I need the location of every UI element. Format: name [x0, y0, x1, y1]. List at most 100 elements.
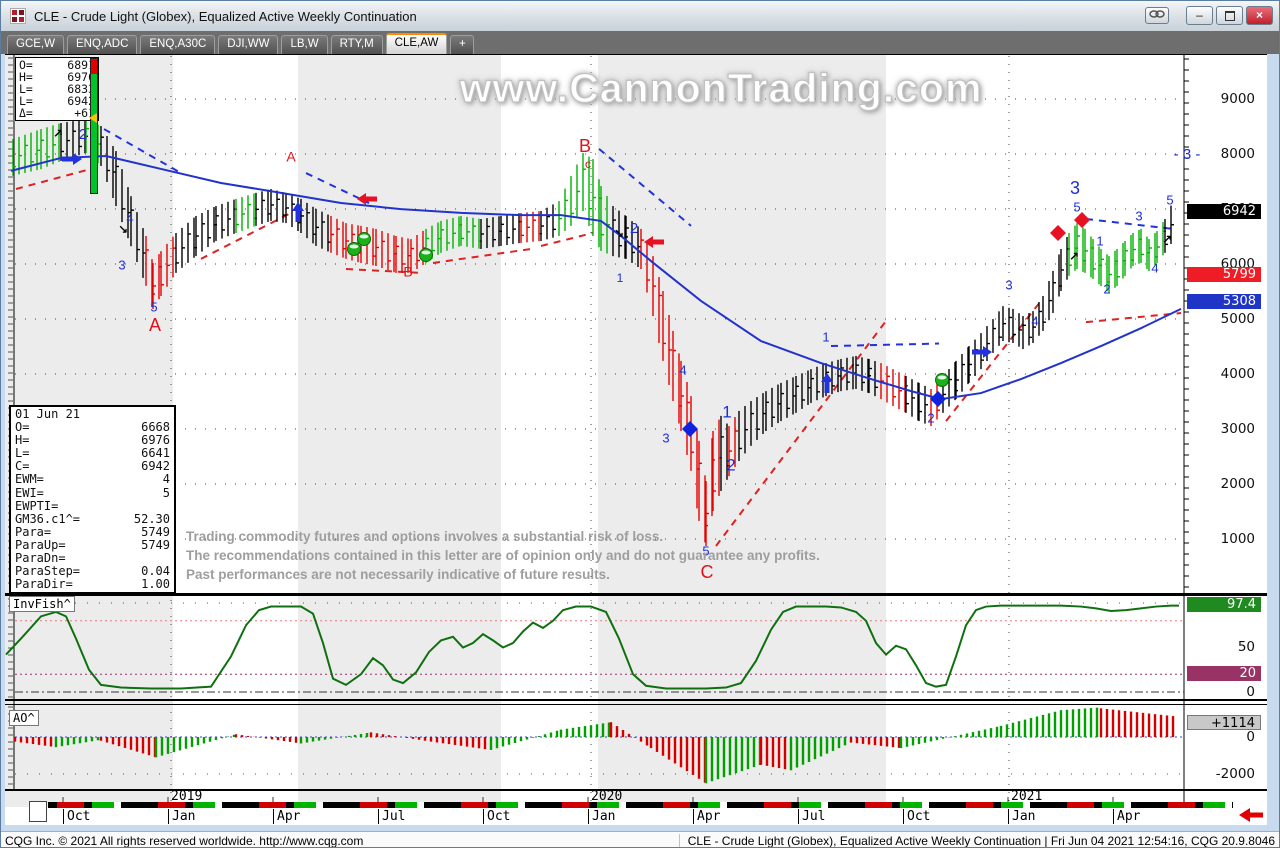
study-label: ParaDir= [15, 577, 73, 592]
price-tick-label: 3000 [1220, 421, 1255, 437]
wave-label: 4 [1031, 313, 1038, 328]
study-row: ParaDir= 1.00 [15, 578, 170, 591]
invfish-pane-label: InvFish^ [9, 596, 75, 612]
study-values-panel: 01 Jun 21 O= 6668 H= 6976 L= 6641 C= 6942 EWM= 4 EW… [9, 405, 176, 595]
study-value: 6641 [141, 446, 170, 461]
tab-gce-w[interactable]: GCE,W [7, 35, 64, 54]
parabolic-red [1085, 312, 1182, 324]
parabolic-red [432, 247, 532, 264]
tab-enq-a30c[interactable]: ENQ,A30C [140, 35, 216, 54]
month-axis-label: Oct [903, 809, 930, 824]
study-value: 6942 [141, 459, 170, 474]
hscroll-thumb[interactable] [29, 801, 47, 822]
price-tick-label: 4000 [1220, 366, 1255, 382]
wave-label: 2 [1103, 281, 1110, 296]
window-title: CLE - Crude Light (Globex), Equalized Ac… [34, 8, 417, 24]
month-axis-label: Apr [693, 809, 720, 824]
wave-label: 1 [722, 402, 731, 421]
arrow-icon-left [357, 193, 377, 205]
ball-highlight [349, 244, 359, 249]
pane-border [5, 54, 1267, 55]
study-date: 01 Jun 21 [15, 407, 81, 421]
study-label: H= [15, 433, 30, 448]
month-axis-label: Jan [588, 809, 615, 824]
arrow-icon-up [292, 202, 304, 222]
arrow-icon-ne: ↗ [53, 127, 63, 141]
year-axis-label: 2020 [591, 789, 623, 804]
study-value: 5749 [141, 537, 170, 552]
parabolic-blue [1085, 217, 1174, 230]
parabolic-blue [598, 148, 692, 227]
month-axis-label: Apr [1113, 809, 1140, 824]
status-copyright: CQG Inc. © 2021 All rights reserved worl… [5, 834, 364, 848]
wave-label: A [286, 149, 296, 165]
ball-marker [357, 232, 371, 246]
ball-highlight [937, 375, 947, 380]
wave-label: B [579, 136, 591, 156]
wave-label: 5 [1073, 199, 1080, 214]
year-axis-label: 2021 [1011, 789, 1043, 804]
arrow-icon-up [821, 373, 833, 393]
study-label: C= [15, 459, 30, 474]
study-label: ParaDn= [15, 551, 66, 566]
wave-label: 1 [617, 271, 624, 285]
study-value: 52.30 [133, 511, 170, 526]
price-tick-label: 9000 [1220, 91, 1255, 107]
add-tab-button[interactable]: + [450, 35, 475, 54]
minimize-button[interactable]: – [1186, 6, 1213, 25]
study-label: EWPTI= [15, 498, 59, 513]
diamond-marker [1074, 212, 1090, 228]
watermark: www.CannonTrading.com [459, 64, 983, 111]
trend-color-strip[interactable] [48, 802, 1233, 808]
scroll-left-arrow-icon[interactable] [1239, 808, 1263, 822]
tab-lb-w[interactable]: LB,W [281, 35, 328, 54]
close-button[interactable]: × [1246, 6, 1273, 25]
year-axis-label: 2019 [171, 789, 203, 804]
ball-highlight [421, 250, 431, 255]
study-row: O= 6668 [15, 420, 170, 434]
price-badge: 5799 [1187, 267, 1261, 282]
wave-label: 2 [927, 410, 934, 425]
ma-line [10, 155, 1182, 401]
tab-rty-m[interactable]: RTY,M [330, 35, 383, 54]
study-label: EWM= [15, 472, 44, 487]
study-value: 5 [162, 485, 170, 500]
price-tick-label: 2000 [1220, 476, 1255, 492]
quote-row: L= 6942 [19, 95, 95, 107]
wave-label: 2 [79, 126, 87, 143]
arrow-icon-se: ↘ [118, 223, 128, 237]
wave-label: C [701, 562, 714, 582]
quote-label: H= [19, 70, 33, 84]
diamond-marker [682, 421, 698, 437]
study-label: ParaUp= [15, 537, 66, 552]
study-row: EWI= 5 [15, 485, 170, 500]
quote-value: 6976 [67, 70, 95, 84]
disclaimer-line: Past performances are not necessarily in… [186, 567, 610, 582]
app-icon [10, 8, 26, 24]
ao-pane-label: AO^ [9, 710, 39, 726]
link-icon[interactable] [1145, 7, 1169, 24]
tab-dji-ww[interactable]: DJI,WW [218, 35, 279, 54]
wave-label: 3 [1005, 277, 1012, 292]
restore-button[interactable] [1216, 6, 1243, 25]
arrow-icon-right [972, 346, 992, 358]
arrow-icon-ne: ↗ [1069, 250, 1079, 264]
title-bar[interactable]: CLE - Crude Light (Globex), Equalized Ac… [1, 1, 1279, 32]
wave-label: 3 [118, 257, 125, 272]
month-axis-label: Jan [168, 809, 195, 824]
tab-enq-adc[interactable]: ENQ,ADC [66, 35, 138, 54]
tab-cle-aw[interactable]: CLE,AW [385, 33, 448, 54]
quote-value: 6833 [67, 82, 95, 96]
disclaimer-line: The recommendations contained in this le… [186, 548, 820, 563]
quote-row: O= 6891 [19, 59, 95, 71]
study-label: EWI= [15, 485, 44, 500]
wave-label: B [403, 264, 412, 280]
month-axis-label: Jan [1008, 809, 1035, 824]
disclaimer-text: Trading commodity futures and options in… [186, 527, 820, 584]
ao-tick-label: -2000 [1215, 766, 1255, 782]
parabolic-red [540, 232, 594, 247]
pane-border [5, 593, 1267, 596]
wave-label: 3 [662, 430, 669, 445]
wave-label: 3 [1070, 178, 1080, 198]
